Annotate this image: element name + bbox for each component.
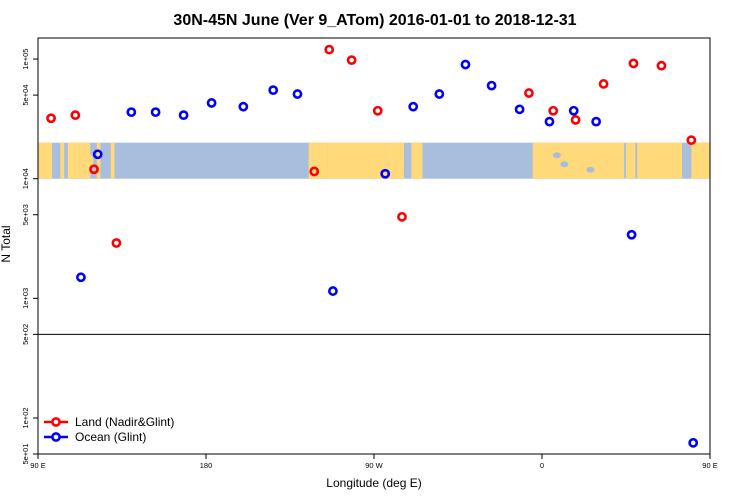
map-sea (552, 152, 561, 159)
ocean-point (460, 59, 471, 70)
ocean-point (486, 80, 497, 91)
map-land (83, 153, 94, 172)
land-point (70, 110, 81, 121)
chart-title: 30N-45N June (Ver 9_ATom) 2016-01-01 to … (173, 12, 576, 29)
map-land (411, 142, 423, 179)
map-land (308, 142, 313, 179)
ocean-point (434, 89, 445, 99)
ocean-point (328, 286, 338, 296)
map-land (60, 142, 65, 179)
land-point (372, 105, 383, 116)
map-land (312, 142, 328, 179)
y-tick-label: 1e+03 (21, 288, 30, 309)
y-axis: 5e+01 1e+02 5e+02 1e+03 5e+03 1e+04 5e+04 1e+05 (21, 49, 38, 465)
y-tick-label: 5e+04 (21, 85, 30, 106)
x-tick-label: 90 E (702, 461, 717, 470)
land-point (46, 113, 56, 124)
ocean-point (380, 168, 391, 179)
x-axis: 90 E 180 90 W 0 90 E (30, 454, 718, 470)
land-point (89, 164, 99, 175)
ocean-point (76, 272, 86, 283)
ocean-point (591, 116, 602, 127)
ocean-point (626, 229, 637, 240)
ocean-point (544, 116, 555, 127)
x-tick-label: 180 (200, 461, 213, 470)
land-point (570, 115, 581, 125)
land-point (628, 58, 639, 69)
ocean-point (150, 107, 161, 118)
y-tick-label: 5e+01 (21, 443, 30, 464)
map-land (626, 142, 636, 179)
plot-frame (37, 37, 711, 455)
land-point (111, 238, 122, 248)
ocean-point (126, 107, 137, 118)
ocean-point (292, 89, 303, 99)
map-land (385, 142, 404, 179)
legend-label: Land (Nadir&Glint) (75, 415, 174, 429)
x-tick-label: 90 W (365, 461, 383, 470)
ocean-point (268, 85, 279, 96)
ocean-point (178, 110, 189, 121)
map-land (327, 142, 386, 179)
map-land (96, 142, 101, 179)
map-land (38, 142, 52, 179)
land-point (324, 44, 335, 55)
land-point (598, 79, 609, 89)
ocean-point (408, 101, 419, 112)
map-land (637, 142, 682, 179)
legend-marker (51, 432, 61, 442)
map-sea (560, 161, 569, 168)
y-tick-label: 5e+03 (21, 204, 30, 225)
land-point (524, 88, 534, 98)
map-land (532, 142, 625, 179)
y-tick-label: 5e+02 (21, 324, 30, 345)
land-point (397, 211, 407, 222)
y-axis-label: N Total (0, 225, 13, 262)
map-land (691, 142, 710, 179)
world-map-band (38, 142, 710, 179)
ocean-point (514, 104, 525, 115)
legend-label: Ocean (Glint) (75, 430, 146, 444)
legend: Land (Nadir&Glint)Ocean (Glint) (44, 415, 174, 444)
ocean-point (568, 105, 579, 116)
y-tick-label: 1e+04 (21, 168, 30, 189)
x-tick-label: 0 (540, 461, 544, 470)
land-point (686, 135, 697, 146)
data-points (46, 44, 699, 448)
land-point (656, 60, 667, 71)
ocean-point (92, 149, 103, 160)
land-point (309, 166, 320, 177)
ocean-point (206, 98, 217, 108)
y-tick-label: 1e+05 (21, 49, 30, 70)
x-axis-label: Longitude (deg E) (326, 476, 421, 490)
legend-marker (51, 417, 61, 427)
ocean-point (688, 437, 699, 448)
ocean-point (238, 101, 249, 112)
map-sea (519, 146, 528, 153)
land-point (548, 105, 559, 116)
map-land (67, 142, 89, 179)
map-land (110, 142, 115, 179)
land-point (346, 55, 357, 66)
map-sea (586, 166, 595, 173)
x-tick-label: 90 E (30, 461, 45, 470)
y-tick-label: 1e+02 (21, 407, 30, 428)
